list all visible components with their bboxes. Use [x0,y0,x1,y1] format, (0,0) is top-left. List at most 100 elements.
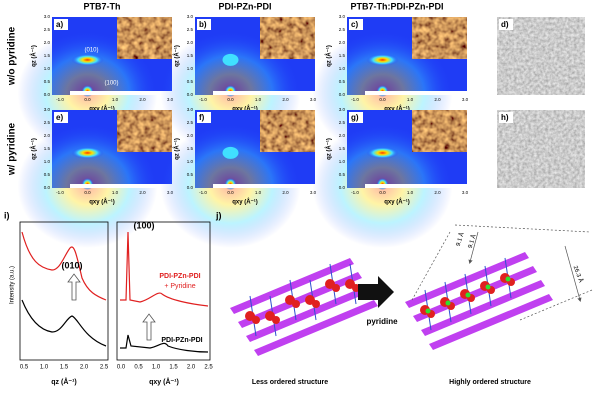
y-tick-label: 2.5 [44,27,51,32]
distance-label: 26.3 Å [572,265,585,284]
pyridine [505,276,511,282]
label-box [499,19,513,30]
arrow [142,313,156,341]
x-tick-label: 2.5 [204,365,213,371]
substrate [365,184,467,188]
y-tick-label: 2.5 [187,27,194,32]
y-tick-label: 1.5 [187,53,194,58]
x-tick-label: 2.0 [139,190,146,195]
y-tick-label: 0.0 [339,92,346,97]
x-tick-label: 2.0 [434,97,441,102]
x-tick-label: 0.0 [379,190,386,195]
y-label: qz (Å⁻¹) [174,45,181,67]
y-tick-label: 1.5 [187,146,194,151]
y-label: qz (Å⁻¹) [174,138,181,160]
x-label: qxy (Å⁻¹) [384,106,410,113]
x-tick-label: -1.0 [199,190,207,195]
x-tick-label: 1.0 [40,365,49,371]
x-label: qxy (Å⁻¹) [232,199,258,206]
column-header: PTB7-Th [84,1,121,11]
x-tick-label: 0.5 [20,365,29,371]
row-header: w/o pyridine [7,26,18,86]
x-tick-label: -1.0 [56,190,64,195]
series-label: PDI-PZn-PDI [161,337,202,344]
afm-inset [412,110,467,152]
arrow-label: pyridine [366,317,398,326]
x-tick-label: 3.0 [462,190,469,195]
pdi-unit [272,316,280,324]
curve [120,334,209,353]
x-tick-label: 0.5 [134,365,143,371]
x-tick-label: 1.0 [407,97,414,102]
y-tick-label: 0.5 [187,172,194,177]
x-tick-label: 0.0 [227,97,234,102]
x-tick-label: 2.0 [187,365,196,371]
y-tick-label: 1.5 [339,146,346,151]
pdi-unit [312,300,320,308]
y-tick-label: 0.0 [187,185,194,190]
curve [21,231,107,301]
scheme-right [405,252,553,350]
scattering-arc [366,53,399,66]
polymer-chain [421,280,545,336]
arrow [67,273,81,301]
x-tick-label: 3.0 [462,97,469,102]
y-tick-label: 0.0 [44,185,51,190]
x-label: qxy (Å⁻¹) [232,106,258,113]
scattering-arc [222,53,239,66]
plot-frame [116,221,211,361]
label-box [349,112,363,123]
x-tick-label: 2.5 [100,365,109,371]
peak-label: (010) [61,260,82,270]
substrate [213,91,315,95]
scattering-arc [71,53,104,66]
y-tick-label: 1.0 [339,66,346,71]
y-label: qz (Å⁻¹) [31,45,38,67]
panel-label: e) [56,113,63,122]
y-tick-label: 3.0 [187,14,194,19]
y-tick-label: 2.5 [44,120,51,125]
plot-frame [19,221,109,361]
x-label: qxy (Å⁻¹) [89,106,115,113]
substrate [213,184,315,188]
y-tick-label: 1.0 [44,66,51,71]
x-label: qxy (Å⁻¹) [384,199,410,206]
peak-label: (010) [84,47,98,53]
x-tick-label: 1.5 [60,365,69,371]
x-tick-label: 1.0 [152,365,161,371]
afm-inset [117,110,172,152]
scattering-arc [71,146,104,159]
curve [21,299,107,347]
x-tick-label: 1.0 [255,190,262,195]
x-label: qz (Å⁻¹) [51,377,76,386]
y-tick-label: 1.5 [339,53,346,58]
x-tick-label: 2.0 [80,365,89,371]
y-tick-label: 2.5 [339,27,346,32]
caption: Less ordered structure [252,379,328,386]
y-tick-label: 0.5 [339,172,346,177]
label-box [349,19,363,30]
y-label: qz (Å⁻¹) [31,138,38,160]
y-tick-label: 1.0 [187,159,194,164]
y-tick-label: 1.0 [44,159,51,164]
y-tick-label: 2.0 [187,133,194,138]
y-tick-label: 0.5 [187,79,194,84]
substrate [70,184,172,188]
y-label: qz (Å⁻¹) [326,138,333,160]
panel-label: h) [501,113,509,122]
x-tick-label: 2.0 [282,97,289,102]
panel-label: d) [501,20,509,29]
x-tick-label: -1.0 [351,190,359,195]
y-tick-label: 2.5 [187,120,194,125]
y-tick-label: 3.0 [187,107,194,112]
y-label: qz (Å⁻¹) [326,45,333,67]
bottom-panels: i) Intensity (a.u.) (010) qz (Å⁻¹) (100)… [4,210,593,386]
x-tick-label: 0.0 [227,190,234,195]
polymer-chain [246,286,370,342]
pyridine [485,284,491,290]
column-header: PDI-PZn-PDI [219,1,272,11]
panel-label: a) [56,20,63,29]
row-header: w/ pyridine [7,122,18,176]
scattering-arc [222,146,239,159]
x-tick-label: 2.0 [139,97,146,102]
